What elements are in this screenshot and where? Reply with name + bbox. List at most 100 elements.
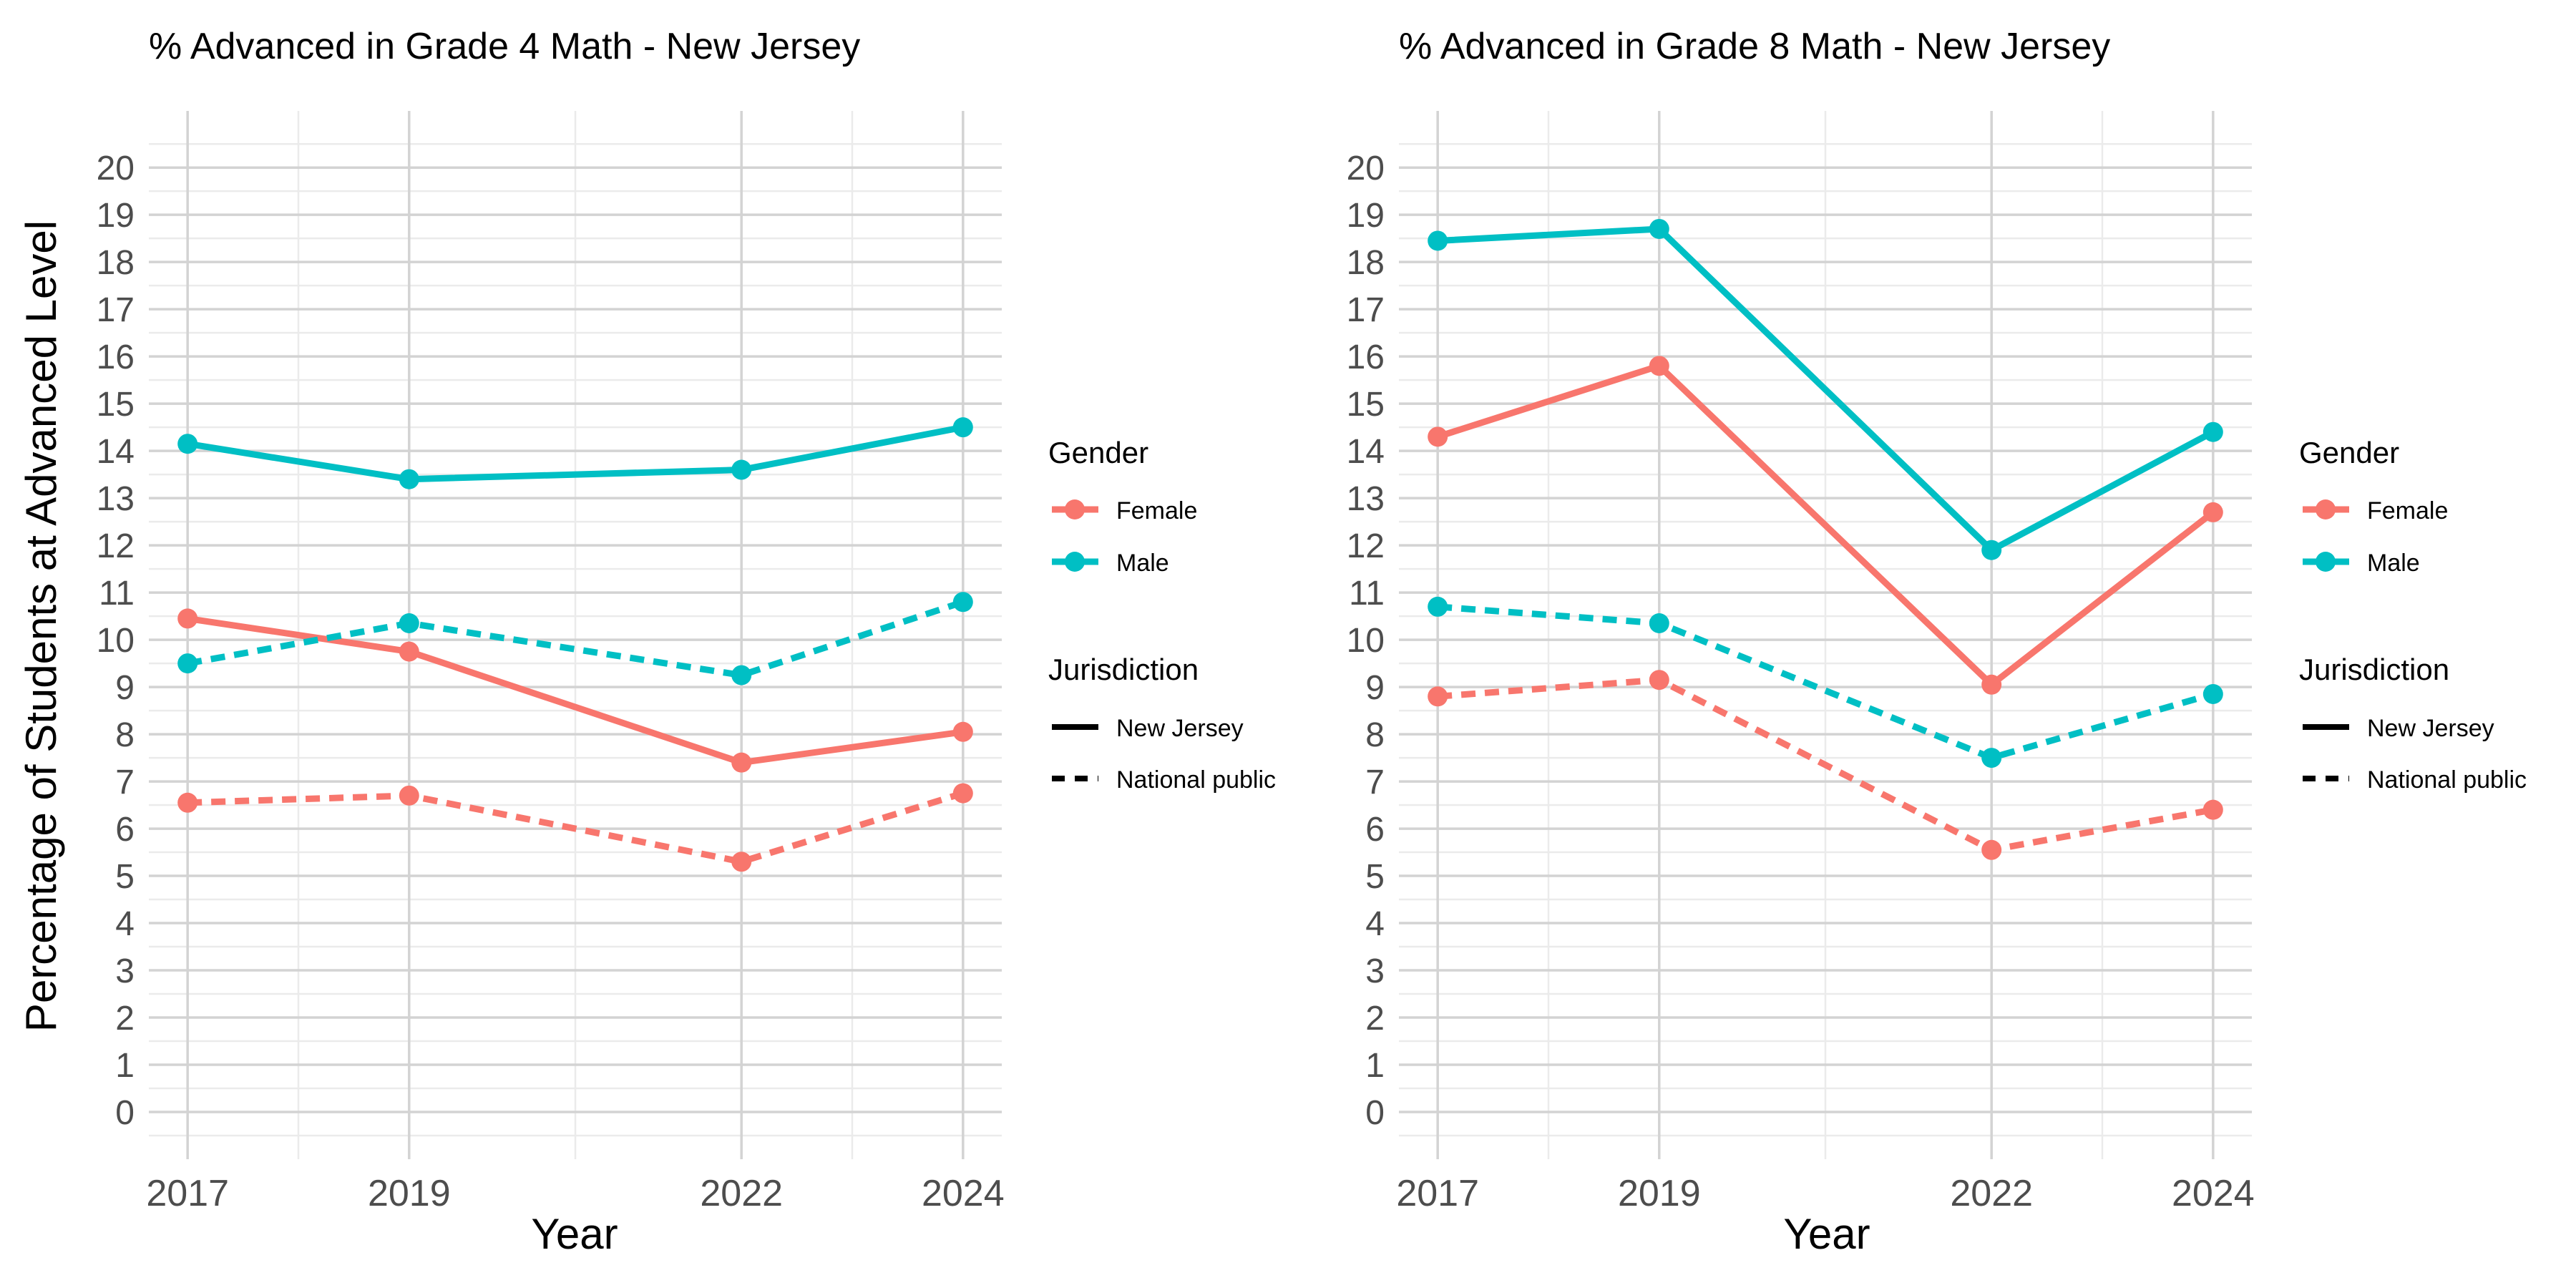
y-tick-label: 11 xyxy=(1349,575,1385,613)
y-tick-label: 12 xyxy=(97,527,135,565)
data-point xyxy=(177,653,198,674)
legend-label-female: Female xyxy=(2367,497,2448,525)
data-point xyxy=(1981,839,2002,860)
legend-label-national-public: National public xyxy=(2367,766,2527,794)
y-tick-label: 20 xyxy=(1347,150,1385,187)
series-line-female-new-jersey xyxy=(187,615,964,766)
data-point xyxy=(177,434,198,454)
data-point xyxy=(731,752,752,773)
data-point xyxy=(2202,683,2223,704)
y-tick-label: 12 xyxy=(1347,527,1385,565)
legend-gender-title: Gender xyxy=(2299,436,2399,469)
x-axis-label: Year xyxy=(1783,1210,1870,1258)
y-tick-label: 4 xyxy=(1365,905,1385,943)
y-tick-label: 13 xyxy=(1347,480,1385,518)
y-tick-label: 17 xyxy=(1347,291,1385,329)
series-line-female-new-jersey xyxy=(1436,362,2215,688)
x-tick-label: 2024 xyxy=(2172,1173,2255,1214)
series-line-female-national-public xyxy=(187,790,965,865)
chart-title: % Advanced in Grade 4 Math - New Jersey xyxy=(149,26,860,67)
data-point xyxy=(177,792,198,813)
data-point xyxy=(1428,686,1448,707)
data-point xyxy=(731,459,752,480)
x-tick-label: 2022 xyxy=(700,1173,783,1214)
y-tick-label: 0 xyxy=(115,1094,135,1132)
legend-label-male: Male xyxy=(2367,550,2420,577)
data-point xyxy=(2202,502,2223,522)
y-tick-label: 17 xyxy=(97,291,135,329)
data-point xyxy=(399,613,419,634)
legend-label-female: Female xyxy=(1116,497,1197,525)
series-line-male-new-jersey xyxy=(187,424,964,483)
data-point xyxy=(399,469,419,489)
x-tick-label: 2024 xyxy=(922,1173,1005,1214)
legend-label-new-jersey: New Jersey xyxy=(2367,715,2494,742)
data-point xyxy=(1649,356,1669,376)
y-tick-label: 0 xyxy=(1365,1094,1385,1132)
y-tick-label: 5 xyxy=(1365,858,1385,896)
data-point xyxy=(731,665,752,686)
data-point xyxy=(399,785,419,806)
y-tick-label: 15 xyxy=(97,386,135,424)
y-tick-label: 14 xyxy=(1347,433,1385,471)
y-tick-label: 19 xyxy=(1347,197,1385,235)
y-tick-label: 6 xyxy=(115,811,135,849)
y-tick-label: 3 xyxy=(1365,952,1385,990)
panel-grade8: % Advanced in Grade 8 Math - New Jersey … xyxy=(1347,26,2255,1258)
data-point xyxy=(1649,218,1669,239)
y-tick-label: 4 xyxy=(115,905,135,943)
y-tick-label: 14 xyxy=(97,433,135,471)
data-point xyxy=(952,783,973,804)
legend-grade4: Gender Female Male Jurisdiction New Jers… xyxy=(1048,436,1276,794)
panel-grade4: % Advanced in Grade 4 Math - New Jersey … xyxy=(97,26,1005,1258)
data-point xyxy=(2202,799,2223,820)
legend-key-male-point xyxy=(2316,552,2336,572)
y-tick-label: 18 xyxy=(97,244,135,282)
series-line-female-national-public xyxy=(1437,676,2214,854)
x-tick-label: 2017 xyxy=(146,1173,229,1214)
y-tick-label: 13 xyxy=(97,480,135,518)
legend-jurisdiction-title: Jurisdiction xyxy=(2299,653,2449,686)
y-tick-label: 16 xyxy=(97,338,135,376)
data-point xyxy=(1428,596,1448,617)
data-point xyxy=(731,852,752,872)
y-tick-label: 10 xyxy=(97,622,135,660)
series-line-male-national-public xyxy=(1437,603,2215,761)
x-axis-label: Year xyxy=(531,1210,618,1258)
data-point xyxy=(1428,426,1448,447)
data-point xyxy=(1981,674,2002,695)
y-tick-label: 16 xyxy=(1347,338,1385,376)
y-tick-label: 1 xyxy=(115,1047,135,1085)
legend-grade8: Gender Female Male Jurisdiction New Jers… xyxy=(2299,436,2527,794)
x-tick-label: 2019 xyxy=(368,1173,451,1214)
y-tick-label: 15 xyxy=(1347,386,1385,424)
y-tick-label: 3 xyxy=(115,952,135,990)
y-tick-label: 11 xyxy=(99,575,135,613)
y-tick-label: 8 xyxy=(1365,716,1385,754)
y-tick-label: 9 xyxy=(1365,669,1385,707)
legend-key-male-point xyxy=(1065,552,1085,572)
data-point xyxy=(1649,670,1669,691)
y-tick-label: 8 xyxy=(115,716,135,754)
y-tick-label: 2 xyxy=(1365,1000,1385,1038)
data-point xyxy=(1981,540,2002,560)
legend-label-new-jersey: New Jersey xyxy=(1116,715,1244,742)
legend-jurisdiction-title: Jurisdiction xyxy=(1048,653,1199,686)
series-line-male-new-jersey xyxy=(1437,225,2215,554)
chart-title: % Advanced in Grade 8 Math - New Jersey xyxy=(1399,26,2110,67)
y-tick-label: 19 xyxy=(97,197,135,235)
y-tick-label: 18 xyxy=(1347,244,1385,282)
data-point xyxy=(1649,613,1669,634)
x-tick-label: 2017 xyxy=(1396,1173,1479,1214)
legend-label-male: Male xyxy=(1116,550,1169,577)
data-point xyxy=(952,417,973,438)
x-tick-label: 2019 xyxy=(1618,1173,1701,1214)
data-point xyxy=(177,608,198,629)
y-tick-label: 7 xyxy=(1365,763,1385,801)
y-axis-label: Percentage of Students at Advanced Level xyxy=(17,220,65,1032)
x-tick-label: 2022 xyxy=(1950,1173,2033,1214)
y-tick-label: 20 xyxy=(97,150,135,187)
